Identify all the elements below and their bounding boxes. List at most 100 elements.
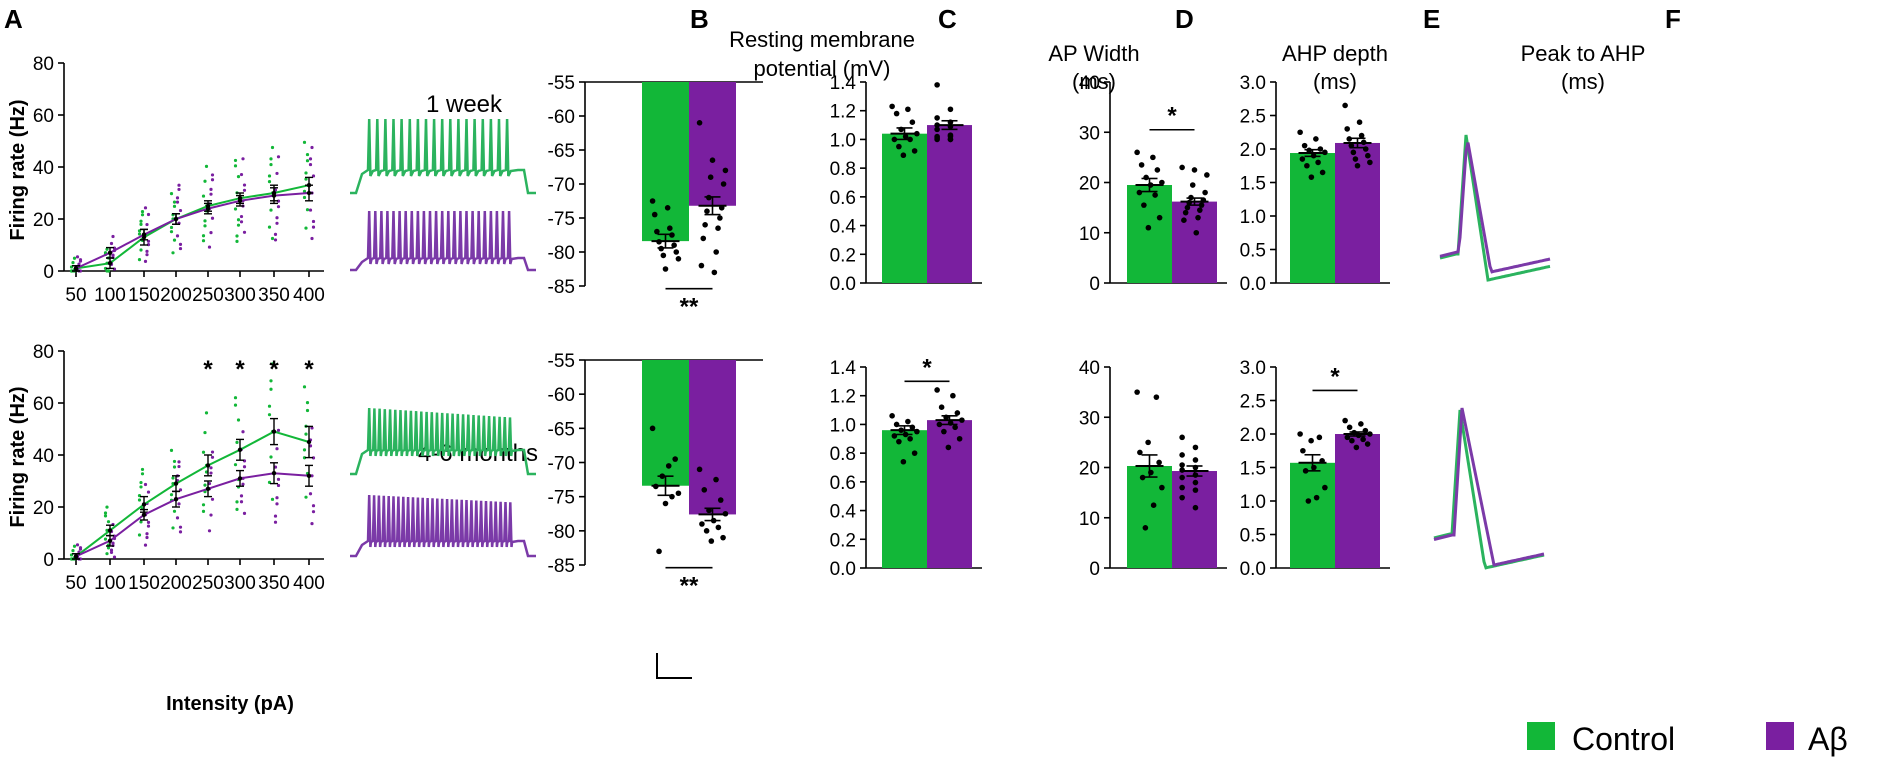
trace-label-1-week: 1 week <box>426 91 503 118</box>
C2-bar-control-point <box>911 450 918 456</box>
E1-bar-abeta-point <box>1365 152 1371 159</box>
B1-ytick-label: -55 <box>548 73 575 94</box>
E1-bar-control-point <box>1308 174 1315 180</box>
A2-point-control <box>172 459 177 464</box>
E1-ytick-label: 1.0 <box>1240 207 1266 228</box>
A1-point-abeta <box>175 200 180 204</box>
A1-series-control-line <box>75 184 310 270</box>
C1-bar-control-point <box>893 110 900 117</box>
A2-point-control <box>106 546 111 550</box>
A1-point-abeta <box>273 232 278 236</box>
E1-bar-abeta-point <box>1356 119 1363 125</box>
A2-point-control <box>137 533 142 537</box>
A2-point-abeta <box>276 428 281 432</box>
B1-bar-abeta-point <box>698 262 705 269</box>
A2-point-control <box>172 509 177 513</box>
A2-series-control-line <box>75 430 310 558</box>
B1-bar-abeta-point <box>707 174 714 180</box>
D2-bar-control <box>1127 465 1172 568</box>
A2-point-control <box>305 408 310 413</box>
B1-ytick-label: -65 <box>548 141 575 162</box>
A1-point-control <box>140 213 145 217</box>
D2-bar-control-point <box>1153 394 1160 400</box>
B1-bar-abeta-point <box>711 269 718 276</box>
D1-bar-abeta-point <box>1184 204 1191 211</box>
A2-xtick-label: 250 <box>192 573 224 594</box>
A2-xtick-label: 200 <box>160 573 192 594</box>
A1-point-abeta <box>175 196 180 200</box>
A2-point-control <box>139 485 143 489</box>
A1-point-control <box>302 140 307 144</box>
A2-point-abeta <box>311 504 316 508</box>
A1-point-control <box>304 171 308 175</box>
A1-point-control <box>305 208 310 212</box>
A2-point-control <box>137 498 142 502</box>
E2-bar-abeta-point <box>1353 444 1360 451</box>
A2-point-abeta <box>178 488 183 492</box>
A2-point-abeta <box>175 516 180 520</box>
A1-point-control <box>140 209 145 214</box>
B1-bar-control-point <box>662 266 669 272</box>
A1-mean-marker <box>141 232 147 237</box>
B2-bar-abeta-point <box>717 497 724 503</box>
A2-point-control <box>235 440 239 444</box>
B2-bar-abeta-point <box>701 487 708 493</box>
B2-bar-control-point <box>675 490 682 497</box>
A1-point-control <box>105 247 109 251</box>
A1-point-control <box>169 192 174 196</box>
A2-point-control <box>304 495 308 499</box>
A1-xtick-label: 150 <box>128 285 160 306</box>
C2-bar-control-point <box>896 438 902 445</box>
A1-point-control <box>233 164 238 168</box>
C2-ytick-label: 0.6 <box>830 473 856 494</box>
A2-mean-marker <box>205 463 211 468</box>
A2-point-abeta <box>143 482 148 487</box>
c-title-line1: AP Width <box>1048 41 1139 66</box>
A2-point-abeta <box>310 522 314 526</box>
A2-point-control <box>269 379 273 383</box>
scale-bar <box>656 653 692 679</box>
A2-point-abeta <box>242 511 247 516</box>
C1-ytick-label: 0.0 <box>830 274 856 295</box>
A2-series-abeta-line <box>75 472 310 558</box>
C2-bar-control <box>882 430 927 568</box>
a2-ylabel: Firing rate (Hz) <box>7 386 29 527</box>
A1-xtick-label: 400 <box>293 285 325 306</box>
e-title-line2: (ms) <box>1561 69 1605 94</box>
C1-bar-control-point <box>909 119 916 125</box>
A1-point-control <box>203 179 207 183</box>
A1-point-abeta <box>308 157 313 161</box>
B1-ytick-label: -70 <box>548 175 575 196</box>
A2-point-control <box>203 483 207 487</box>
A2-point-control <box>201 509 206 513</box>
D1-ytick-label: 0 <box>1089 274 1100 295</box>
A1-point-control <box>304 177 308 181</box>
D1-bar-control-point <box>1143 174 1149 181</box>
B2-bar-control-point <box>649 425 656 432</box>
A2-point-abeta <box>210 450 215 454</box>
B1-bar-control-point <box>651 211 658 218</box>
B1-bar-abeta-point <box>720 181 727 187</box>
A1-point-abeta <box>207 245 212 249</box>
B1-bar-control-point <box>671 242 677 248</box>
A1-point-abeta <box>242 183 247 187</box>
B2-ytick-label: -60 <box>548 385 575 406</box>
ap-wave-control-1week <box>1439 134 1551 282</box>
D2-bar-abeta-point <box>1179 494 1185 501</box>
C1-bar-control-point <box>905 106 911 113</box>
A2-point-control <box>103 537 108 541</box>
A2-xtick-label: 350 <box>258 573 290 594</box>
A1-mean-marker <box>306 190 312 196</box>
A1-ytick-label: 60 <box>33 106 54 127</box>
D2-bar-abeta-point <box>1179 484 1185 491</box>
A1-point-control <box>267 225 272 229</box>
A1-xtick-label: 300 <box>224 285 256 306</box>
A1-series-abeta-line <box>75 192 310 270</box>
A1-point-abeta <box>210 173 215 177</box>
A1-point-control <box>203 219 207 223</box>
D1-ytick-label: 30 <box>1079 123 1100 144</box>
D2-ytick-label: 0 <box>1089 559 1100 580</box>
A2-point-control <box>103 511 108 515</box>
A1-point-abeta <box>275 221 279 225</box>
